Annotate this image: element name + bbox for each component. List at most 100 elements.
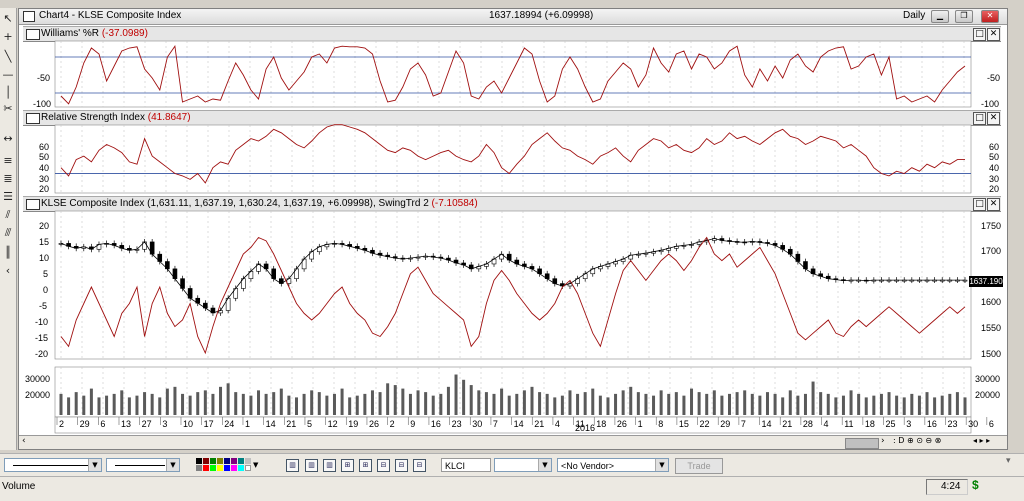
- scroll-left-icon[interactable]: ‹: [22, 436, 26, 446]
- color-swatch[interactable]: [203, 458, 209, 464]
- volume-bar: [279, 388, 283, 415]
- williams-right-tick: -50: [987, 73, 1001, 83]
- volume-bar: [545, 393, 549, 415]
- color-swatch[interactable]: [245, 465, 251, 471]
- vendor-select[interactable]: <No Vendor> ▼: [557, 458, 669, 472]
- layout-three-icon[interactable]: ⊟: [377, 459, 390, 472]
- williams-title: Williams' %R: [41, 28, 100, 39]
- symbol-field[interactable]: KLCI: [441, 458, 491, 472]
- rsi-right-tick: 40: [989, 163, 1000, 173]
- color-palette[interactable]: ▼: [196, 458, 258, 472]
- volume-bar: [872, 395, 876, 415]
- panel-close-icon[interactable]: ✕: [987, 112, 1000, 125]
- volume-bar: [431, 395, 435, 415]
- volume-plot: [54, 366, 972, 418]
- chart-scrollbar[interactable]: ‹ › : D ⊕ ⊙ ⊖ ⊗ ◂ ▸ ▸: [19, 435, 1007, 449]
- chart-bar-icon[interactable]: ▥: [286, 459, 299, 472]
- volume-bar: [560, 395, 564, 415]
- cursor-move-icon[interactable]: ↔: [3, 132, 13, 145]
- layout-one-icon[interactable]: ⊞: [341, 459, 354, 472]
- chevron-down-icon[interactable]: ▼: [166, 459, 179, 471]
- volume-bar: [538, 392, 542, 415]
- scissors-icon[interactable]: ✂: [3, 102, 13, 115]
- panel-maximize-icon[interactable]: □: [973, 198, 986, 211]
- volume-left-tick: 20000: [25, 390, 51, 400]
- volume-bar: [735, 392, 739, 415]
- horizontal-line-icon[interactable]: —: [2, 68, 14, 81]
- color-swatch[interactable]: [203, 465, 209, 471]
- rsi-plot-area: [54, 124, 972, 194]
- color-swatch[interactable]: [196, 458, 202, 464]
- volume-bar: [158, 397, 162, 415]
- chart-line-icon[interactable]: ▥: [305, 459, 318, 472]
- chevron-down-icon[interactable]: ▼: [253, 461, 259, 469]
- line-style-select[interactable]: ▼: [4, 458, 102, 472]
- speed-lines-icon[interactable]: ⫽: [5, 208, 11, 221]
- layout-two-icon[interactable]: ⊞: [359, 459, 372, 472]
- toolbar-overflow-icon[interactable]: ▾: [1006, 456, 1011, 466]
- volume-bar: [89, 388, 93, 415]
- color-swatch[interactable]: [231, 465, 237, 471]
- line-width-select[interactable]: ▼: [106, 458, 180, 472]
- close-icon[interactable]: ✕: [981, 10, 999, 23]
- chart-candle-icon[interactable]: ▥: [323, 459, 336, 472]
- panel-close-icon[interactable]: ✕: [987, 28, 1000, 41]
- volume-bar: [310, 390, 314, 415]
- layout-five-icon[interactable]: ⊟: [413, 459, 426, 472]
- symbol-select[interactable]: ▼: [494, 458, 552, 472]
- panel-icon: [26, 199, 40, 210]
- zoom-controls-icon[interactable]: : D ⊕ ⊙ ⊖ ⊗: [893, 436, 942, 445]
- trade-button[interactable]: Trade: [675, 458, 723, 474]
- chevron-down-icon[interactable]: ▼: [538, 459, 551, 471]
- scroll-right-icon[interactable]: ›: [881, 436, 885, 446]
- volume-right-tick: 30000: [975, 374, 1001, 384]
- trendline-icon[interactable]: ╲: [4, 50, 12, 63]
- volume-bar: [332, 393, 336, 415]
- volume-bar: [416, 390, 420, 415]
- channel-icon[interactable]: ≣: [3, 172, 13, 185]
- color-swatch[interactable]: [224, 458, 230, 464]
- panel-maximize-icon[interactable]: □: [973, 28, 986, 41]
- date-tick-label: 6: [989, 419, 994, 429]
- color-swatch[interactable]: [231, 458, 237, 464]
- rsi-left-tick: 60: [39, 142, 50, 152]
- scroll-thumb[interactable]: [845, 438, 879, 449]
- minimize-icon[interactable]: ▁: [931, 10, 949, 23]
- fibonacci-icon[interactable]: ≡: [3, 154, 13, 167]
- period-label[interactable]: Daily: [903, 10, 926, 21]
- chart-plots[interactable]: 2 29 6 13 27 3 10 17 24 1 14 21 5 12 19 26 2 9 16 23 30 7 14 21…: [19, 9, 1007, 449]
- color-swatch[interactable]: [238, 465, 244, 471]
- gann-icon[interactable]: ☰: [3, 190, 13, 203]
- nav-arrows-icon[interactable]: ◂ ▸ ▸: [973, 436, 991, 445]
- color-swatch[interactable]: [210, 458, 216, 464]
- color-swatch[interactable]: [217, 458, 223, 464]
- restore-icon[interactable]: ❐: [955, 10, 973, 23]
- arrow-icon[interactable]: ‹: [5, 264, 11, 277]
- rsi-right-tick: 20: [989, 184, 1000, 194]
- volume-bar: [477, 390, 481, 415]
- crosshair-icon[interactable]: +: [3, 30, 13, 43]
- vertical-line-icon[interactable]: │: [4, 86, 12, 99]
- layout-four-icon[interactable]: ⊟: [395, 459, 408, 472]
- pitchfork-icon[interactable]: ⫻: [4, 226, 12, 239]
- chevron-down-icon[interactable]: ▼: [655, 459, 668, 471]
- date-tick-label: 25: [886, 419, 896, 429]
- panel-close-icon[interactable]: ✕: [987, 198, 1000, 211]
- color-swatch[interactable]: [245, 458, 251, 464]
- color-swatch[interactable]: [238, 458, 244, 464]
- cycle-lines-icon[interactable]: ║: [4, 246, 12, 259]
- panel-maximize-icon[interactable]: □: [973, 112, 986, 125]
- volume-bar: [773, 393, 777, 415]
- date-tick-label: 1: [245, 419, 250, 429]
- pointer-icon[interactable]: ↖: [3, 12, 13, 25]
- chevron-down-icon[interactable]: ▼: [88, 459, 101, 471]
- color-swatch[interactable]: [210, 465, 216, 471]
- volume-bar: [378, 392, 382, 415]
- color-swatch[interactable]: [217, 465, 223, 471]
- volume-bar: [287, 395, 291, 415]
- date-axis: 2 29 6 13 27 3 10 17 24 1 14 21 5 12 19 26 2 9 16 23 30 7 14 21…: [54, 416, 994, 434]
- price-right-tick: 1500: [981, 349, 1002, 359]
- date-tick-label: 3: [906, 419, 911, 429]
- color-swatch[interactable]: [196, 465, 202, 471]
- color-swatch[interactable]: [224, 465, 230, 471]
